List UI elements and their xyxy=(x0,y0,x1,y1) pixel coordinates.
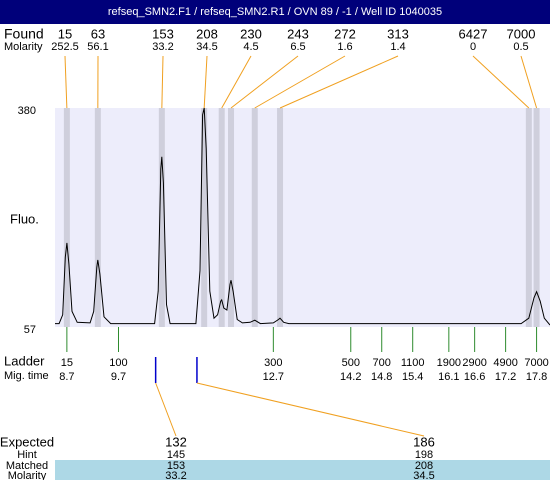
mig-time-label: Mig. time xyxy=(4,370,49,382)
found-molarity: 0 xyxy=(470,41,476,53)
y-tick-label: 380 xyxy=(18,105,36,117)
ladder-size: 15 xyxy=(61,357,73,369)
ladder-size: 1100 xyxy=(401,357,425,369)
found-connector xyxy=(520,55,538,109)
expected-matched: 153 xyxy=(167,460,185,472)
ladder-size: 7000 xyxy=(524,357,548,369)
expected-expected: 186 xyxy=(413,434,435,449)
found-molarity: 4.5 xyxy=(243,41,258,53)
found-band xyxy=(228,108,235,327)
ladder-size: 100 xyxy=(109,357,127,369)
row-label: Molarity xyxy=(8,470,47,480)
ladder-time: 8.7 xyxy=(59,371,74,383)
found-molarity: 1.4 xyxy=(390,41,405,53)
found-molarity: 6.5 xyxy=(290,41,305,53)
expected-molarity: 34.5 xyxy=(413,470,434,480)
found-connector xyxy=(254,55,346,109)
found-size: 208 xyxy=(196,26,218,41)
found-connector xyxy=(230,55,299,109)
found-band xyxy=(94,108,101,327)
found-molarity: 252.5 xyxy=(51,41,79,53)
found-band xyxy=(533,108,540,327)
found-label: Found xyxy=(4,26,44,42)
row-label: Expected xyxy=(0,434,54,449)
found-band xyxy=(218,108,225,327)
expected-hint: 145 xyxy=(167,449,185,461)
expected-molarity: 33.2 xyxy=(165,470,186,480)
found-connector xyxy=(64,55,68,109)
found-connector xyxy=(472,55,530,109)
ladder-size: 1900 xyxy=(437,357,461,369)
found-band xyxy=(63,108,70,327)
expected-expected: 132 xyxy=(165,434,187,449)
found-size: 7000 xyxy=(507,26,536,41)
expected-connector xyxy=(155,382,177,437)
found-size: 6427 xyxy=(459,26,488,41)
found-band xyxy=(251,108,258,327)
found-connector xyxy=(161,55,164,109)
plot-area xyxy=(55,108,550,327)
expected-hint: 198 xyxy=(415,449,433,461)
found-molarity: 0.5 xyxy=(513,41,528,53)
found-connector xyxy=(221,55,252,109)
found-band xyxy=(277,108,284,327)
trace xyxy=(55,107,550,326)
row-label: Matched xyxy=(6,460,48,472)
expected-connector xyxy=(196,382,425,437)
ladder-size: 300 xyxy=(264,357,282,369)
title-bar xyxy=(0,0,550,24)
ladder-label: Ladder xyxy=(4,353,45,368)
found-band xyxy=(158,108,165,327)
ladder-time: 16.6 xyxy=(464,371,485,383)
found-size: 153 xyxy=(152,26,174,41)
row-label: Hint xyxy=(17,449,37,461)
expected-matched: 208 xyxy=(415,460,433,472)
found-connector xyxy=(279,55,399,109)
matched-row-bg xyxy=(55,460,550,480)
ladder-time: 12.7 xyxy=(263,371,284,383)
found-molarity: 34.5 xyxy=(196,41,217,53)
ladder-time: 17.2 xyxy=(495,371,516,383)
found-molarity: 1.6 xyxy=(337,41,352,53)
ladder-time: 15.4 xyxy=(402,371,423,383)
found-size: 272 xyxy=(334,26,356,41)
y-axis-label: Fluo. xyxy=(10,211,39,226)
found-molarity: 33.2 xyxy=(152,41,173,53)
found-size: 63 xyxy=(91,26,105,41)
found-molarity-label: Molarity xyxy=(4,41,43,53)
ladder-time: 14.8 xyxy=(371,371,392,383)
found-size: 230 xyxy=(240,26,262,41)
ladder-time: 17.8 xyxy=(526,371,547,383)
found-molarity: 56.1 xyxy=(87,41,108,53)
y-tick-label: 57 xyxy=(24,324,36,336)
ladder-time: 14.2 xyxy=(340,371,361,383)
found-size: 243 xyxy=(287,26,309,41)
ladder-time: 9.7 xyxy=(111,371,126,383)
found-band xyxy=(525,108,532,327)
ladder-size: 4900 xyxy=(493,357,517,369)
title: refseq_SMN2.F1 / refseq_SMN2.R1 / OVN 89… xyxy=(108,6,442,18)
ladder-size: 700 xyxy=(373,357,391,369)
ladder-size: 500 xyxy=(342,357,360,369)
found-size: 313 xyxy=(387,26,409,41)
found-connector xyxy=(203,55,208,109)
ladder-size: 2900 xyxy=(462,357,486,369)
ladder-time: 16.1 xyxy=(438,371,459,383)
found-size: 15 xyxy=(58,26,72,41)
found-band xyxy=(201,108,208,327)
